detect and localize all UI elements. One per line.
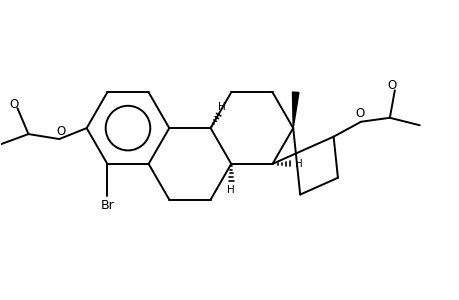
Text: O: O bbox=[355, 107, 364, 120]
Text: H: H bbox=[294, 159, 302, 169]
Text: O: O bbox=[386, 79, 396, 92]
Text: O: O bbox=[9, 98, 18, 111]
Polygon shape bbox=[292, 92, 298, 128]
Text: H: H bbox=[227, 185, 235, 195]
Text: H: H bbox=[218, 102, 225, 112]
Text: Br: Br bbox=[100, 199, 114, 212]
Text: O: O bbox=[56, 125, 66, 138]
